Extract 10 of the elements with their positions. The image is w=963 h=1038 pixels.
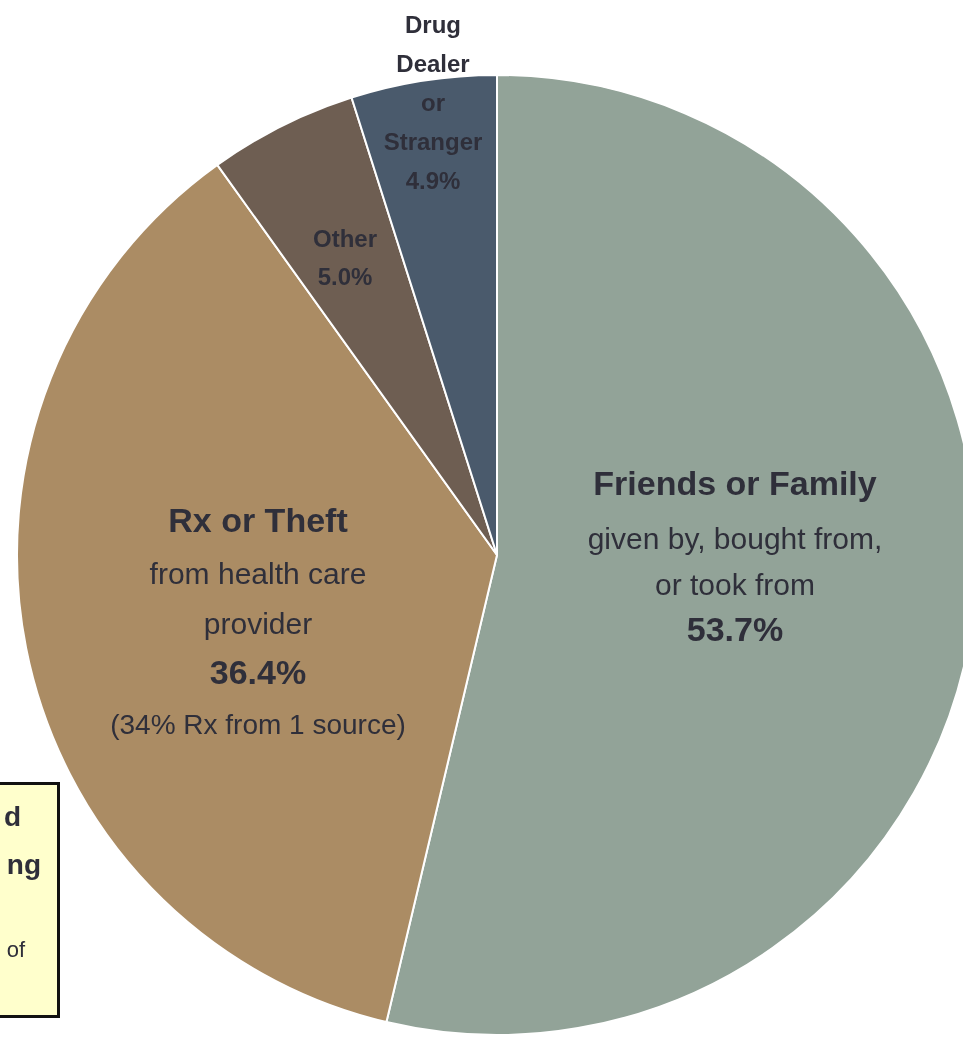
slice-label: Friends or Family bbox=[593, 464, 877, 502]
data-label: 5.0% bbox=[317, 263, 373, 290]
text: given by, bought from, or took from bbox=[587, 522, 883, 601]
data-label: 53.7% bbox=[686, 610, 784, 648]
note-box: d ng of bbox=[0, 782, 60, 1018]
data-label: 36.4% bbox=[209, 653, 307, 691]
text: (34% Rx from 1 source) bbox=[110, 709, 406, 740]
slice-label: Rx or Theft bbox=[168, 501, 348, 539]
text: from health care provider bbox=[149, 557, 367, 640]
slice-label: Other bbox=[312, 225, 378, 252]
